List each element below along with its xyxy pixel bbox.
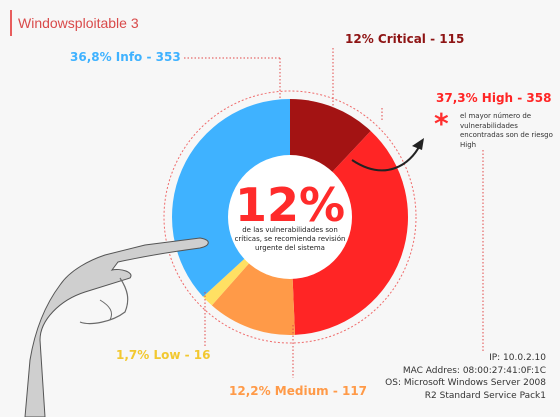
window-title-bar: Windowsploitable 3	[10, 10, 139, 36]
asterisk-icon: *	[434, 107, 449, 140]
outer-dashed-ring	[163, 90, 417, 344]
label-high: 37,3% High - 358	[436, 91, 552, 105]
host-os-edition: R2 Standard Service Pack1	[424, 390, 546, 401]
curved-arrow	[351, 144, 421, 172]
label-low: 1,7% Low - 16	[116, 348, 211, 362]
label-medium: 12,2% Medium - 117	[229, 384, 368, 398]
pointing-hand-illustration	[24, 237, 209, 417]
host-ip: IP: 10.0.2.10	[489, 353, 546, 363]
label-info: 36,8% Info - 353	[70, 50, 181, 64]
host-info: IP: 10.0.2.10 MAC Addres: 08:00:27:41:0F…	[385, 352, 546, 402]
annotation-note: el mayor número de vulnerabilidades enco…	[460, 112, 553, 149]
host-mac: MAC Addres: 08:00:27:41:0F:1C	[402, 365, 546, 376]
center-description: de las vulnerabilidades son críticas, se…	[234, 226, 346, 252]
window-title: Windowsploitable 3	[18, 15, 139, 31]
donut-hole	[228, 155, 352, 279]
center-percentage: 12%	[234, 178, 346, 232]
label-critical: 12% Critical - 115	[345, 32, 465, 46]
arrow-head	[412, 138, 424, 150]
host-os: OS: Microsoft Windows Server 2008	[385, 378, 546, 388]
